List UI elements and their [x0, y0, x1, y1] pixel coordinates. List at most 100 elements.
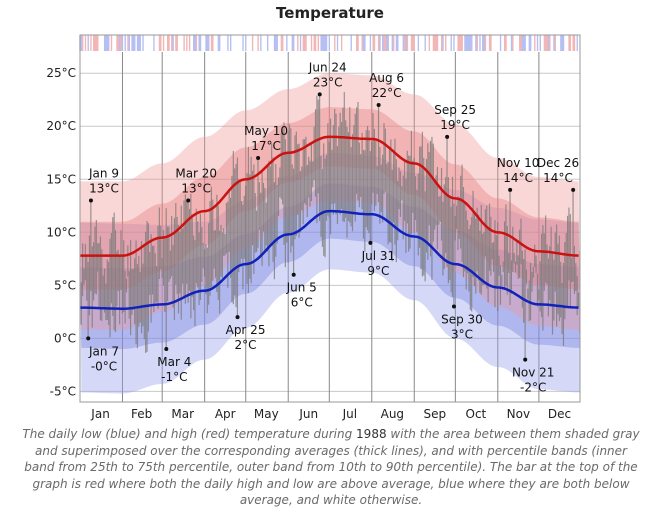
daily-range-bar	[547, 258, 549, 317]
annotation-value: 3°C	[451, 328, 473, 342]
anomaly-day	[116, 35, 118, 51]
daily-range-bar	[393, 149, 395, 223]
daily-range-bar	[420, 146, 422, 270]
anomaly-day	[277, 35, 280, 51]
daily-range-bar	[256, 210, 258, 253]
daily-range-bar	[146, 220, 148, 353]
anomaly-day	[145, 35, 147, 51]
anomaly-day	[253, 35, 255, 51]
daily-range-bar	[331, 149, 333, 205]
daily-range-bar	[316, 95, 318, 224]
anomaly-day	[213, 35, 216, 51]
anomaly-day	[334, 35, 336, 51]
anomaly-day	[257, 35, 260, 51]
daily-range-bar	[445, 177, 447, 254]
annotation-point	[164, 346, 169, 351]
anomaly-day	[113, 35, 116, 51]
anomaly-day	[556, 35, 558, 51]
annotation-date: Sep 30	[441, 313, 483, 327]
anomaly-day	[549, 35, 551, 51]
anomaly-day	[449, 35, 451, 51]
anomaly-day	[130, 35, 132, 51]
daily-range-bar	[197, 221, 199, 288]
annotation-value: 23°C	[313, 75, 343, 89]
annotation-value: 6°C	[291, 296, 313, 310]
daily-range-bar	[503, 221, 506, 288]
anomaly-day	[539, 35, 542, 51]
anomaly-day	[169, 35, 172, 51]
daily-range-bar	[527, 288, 529, 300]
daily-range-bar	[112, 217, 114, 316]
daily-range-bar	[365, 130, 367, 228]
high-band-25-75	[80, 107, 580, 290]
anomaly-day	[466, 35, 469, 51]
daily-range-bar	[208, 223, 210, 305]
daily-range-bar	[375, 141, 377, 206]
daily-range-bar	[165, 208, 167, 349]
anomaly-day	[198, 35, 201, 51]
anomaly-day	[217, 35, 220, 51]
anomaly-day	[175, 35, 177, 51]
anomaly-day	[530, 35, 532, 51]
anomaly-day	[516, 35, 518, 51]
daily-range-bar	[116, 251, 118, 307]
daily-range-bar	[565, 232, 567, 309]
daily-range-bar	[88, 235, 91, 316]
daily-range-bar	[339, 112, 341, 215]
anomaly-day	[495, 35, 498, 51]
daily-range-bar	[569, 214, 571, 307]
anomaly-day	[405, 35, 408, 51]
daily-range-bar	[121, 256, 123, 314]
anomaly-day	[369, 35, 372, 51]
anomaly-day	[520, 35, 523, 51]
daily-range-bar	[214, 230, 217, 278]
daily-range-bar	[434, 179, 436, 230]
daily-range-bar	[103, 268, 106, 313]
anomaly-day	[454, 35, 457, 51]
anomaly-day	[182, 35, 184, 51]
x-axis: Jan Feb Mar Apr May Jun Jul Aug Sep Oct Nov Dec	[90, 407, 571, 421]
anomaly-day	[382, 35, 384, 51]
daily-range-bar	[266, 165, 269, 252]
daily-range-bar	[519, 229, 521, 278]
annotation-date: Jan 7	[88, 344, 119, 358]
anomaly-day	[354, 35, 357, 51]
anomaly-day	[139, 35, 142, 51]
anomaly-day	[260, 35, 262, 51]
daily-range-bar	[279, 167, 281, 198]
daily-range-bar	[556, 224, 558, 327]
daily-range-bar	[299, 171, 302, 233]
anomaly-day	[275, 35, 277, 51]
daily-range-bar	[332, 125, 334, 215]
anomaly-day	[547, 35, 550, 51]
anomaly-day	[403, 35, 406, 51]
anomaly-day	[509, 35, 512, 51]
anomaly-day	[416, 35, 418, 51]
anomaly-day	[132, 35, 135, 51]
daily-range-bar	[560, 261, 562, 318]
daily-range-bar	[456, 205, 458, 230]
anomaly-day	[546, 35, 549, 51]
average-low-line	[80, 209, 579, 310]
daily-range-bar	[284, 139, 286, 268]
daily-range-bar	[461, 164, 463, 262]
x-tick-label: Dec	[548, 407, 571, 421]
anomaly-day	[431, 35, 434, 51]
daily-range-bar	[157, 225, 159, 309]
daily-range-bar	[164, 236, 166, 312]
anomaly-day	[287, 35, 290, 51]
anomaly-day	[286, 35, 288, 51]
anomaly-day	[390, 35, 392, 51]
anomaly-day	[349, 35, 351, 51]
daily-range-bar	[239, 181, 241, 265]
daily-range-bar	[109, 238, 111, 338]
anomaly-day	[177, 35, 180, 51]
daily-range-bar	[462, 187, 465, 278]
anomaly-day	[123, 35, 125, 51]
anomaly-day	[135, 35, 138, 51]
anomaly-day	[519, 35, 521, 51]
anomaly-day	[498, 35, 501, 51]
daily-range-bar	[438, 196, 440, 225]
daily-range-bar	[516, 241, 518, 265]
daily-range-bar	[313, 126, 315, 181]
